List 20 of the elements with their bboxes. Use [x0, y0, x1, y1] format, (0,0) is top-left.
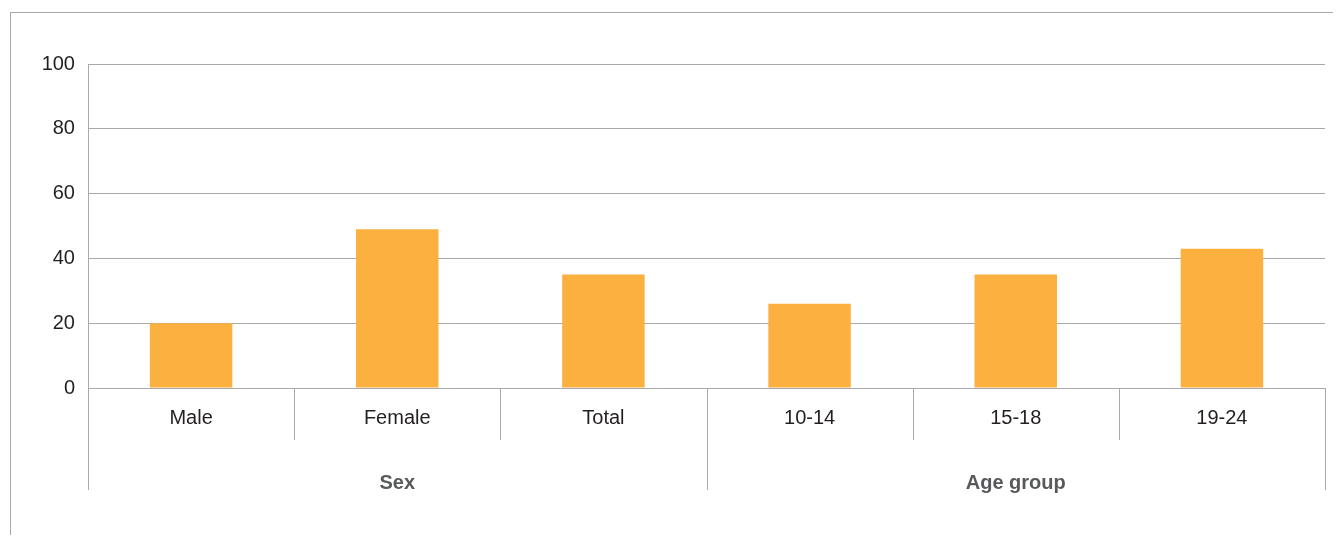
y-tick-label: 20: [52, 310, 75, 333]
bar: [562, 274, 645, 388]
text: Sex: [379, 470, 416, 493]
bar: [1180, 248, 1264, 388]
x-tick-label: 15-18: [990, 405, 1042, 428]
y-tick-label: 80: [52, 116, 75, 139]
x-tick-label: 10-14: [784, 405, 836, 428]
bar: [768, 303, 851, 388]
y-tick-label: 0: [63, 375, 75, 398]
text: Age group: [965, 470, 1066, 493]
x-tick-label: 19-24: [1196, 405, 1248, 428]
y-tick-label: 100: [41, 51, 75, 74]
x-tick-label: Male: [169, 405, 213, 428]
y-tick-label: 40: [52, 245, 75, 268]
bar: [356, 229, 439, 388]
x-tick-label: Total: [582, 405, 625, 428]
y-tick-label: 60: [52, 181, 75, 204]
bar: [149, 323, 233, 388]
x-tick-label: Female: [363, 405, 431, 428]
bar: [974, 274, 1057, 388]
